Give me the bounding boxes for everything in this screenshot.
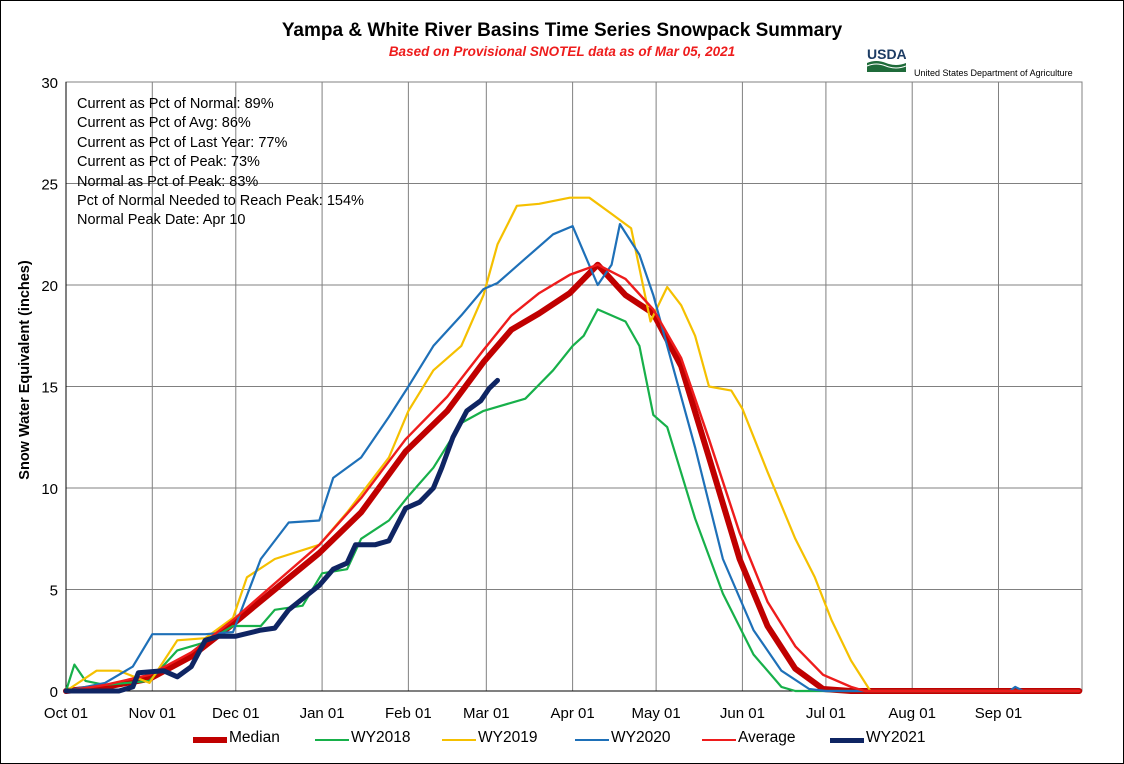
- legend-swatch: [575, 739, 609, 741]
- stat-line: Normal Peak Date: Apr 10: [77, 212, 246, 229]
- y-tick-label: 15: [41, 380, 58, 397]
- x-tick-label: Sep 01: [975, 705, 1023, 722]
- x-tick-label: Jul 01: [806, 705, 846, 722]
- x-tick-label: Aug 01: [888, 705, 936, 722]
- stat-line: Current as Pct of Avg: 86%: [77, 115, 251, 132]
- stats-box: Current as Pct of Normal: 89% Current as …: [77, 95, 364, 231]
- grid-lines: [65, 81, 1083, 692]
- stat-line: Current as Pct of Last Year: 77%: [77, 134, 288, 151]
- x-tick-label: Jun 01: [720, 705, 765, 722]
- x-tick-label: May 01: [632, 705, 681, 722]
- tick-labels: 0 5 10 15 20 25 30 Oct 01 Nov 01 Dec 01 Jan 01 Feb …: [41, 75, 1022, 722]
- series-line-wy2019: [64, 196, 1081, 693]
- x-tick-label: Feb 01: [385, 705, 432, 722]
- chart-subtitle: Based on Provisional SNOTEL data as of M…: [388, 44, 736, 59]
- y-tick-label: 5: [50, 583, 58, 600]
- legend-label: WY2018: [351, 729, 411, 746]
- x-tick-label: Dec 01: [212, 705, 260, 722]
- legend-swatch: [702, 739, 736, 741]
- series-line-wy2020: [64, 223, 1081, 693]
- y-tick-label: 0: [50, 684, 58, 701]
- stat-line: Current as Pct of Normal: 89%: [77, 96, 274, 112]
- y-tick-label: 25: [41, 177, 58, 194]
- series-line-median: [63, 261, 1083, 694]
- series-line-average: [64, 263, 1081, 693]
- legend-swatch: [315, 739, 349, 741]
- legend-label: WY2019: [478, 729, 538, 746]
- y-tick-label: 30: [41, 75, 58, 92]
- legend-label: WY2020: [611, 729, 671, 746]
- legend-swatch: [830, 737, 864, 743]
- svg-text:USDA: USDA: [867, 46, 906, 62]
- usda-logo-icon: USDA: [866, 46, 906, 72]
- x-tick-label: Nov 01: [129, 705, 177, 722]
- x-tick-label: Oct 01: [44, 705, 88, 722]
- series-line-wy2021: [63, 377, 500, 694]
- legend-label: WY2021: [866, 729, 926, 746]
- legend-swatch: [193, 737, 227, 743]
- legend-swatch: [442, 739, 476, 741]
- legend: Median WY2018 WY2019 WY2020 Average WY2021: [0, 728, 1124, 752]
- x-tick-label: Jan 01: [300, 705, 345, 722]
- stat-line: Pct of Normal Needed to Reach Peak: 154%: [77, 193, 364, 210]
- stat-line: Normal as Pct of Peak: 83%: [77, 173, 259, 190]
- y-tick-label: 20: [41, 278, 58, 295]
- series-lines: [63, 196, 1083, 694]
- stat-line: Current as Pct of Peak: 73%: [77, 154, 260, 171]
- chart-title: Yampa & White River Basins Time Series S…: [281, 20, 843, 41]
- x-tick-label: Apr 01: [551, 705, 595, 722]
- legend-label: Median: [229, 729, 280, 746]
- x-tick-label: Mar 01: [463, 705, 510, 722]
- usda-agency-label: United States Department of Agriculture: [914, 68, 1073, 78]
- y-tick-label: 10: [41, 481, 58, 498]
- legend-label: Average: [738, 729, 796, 746]
